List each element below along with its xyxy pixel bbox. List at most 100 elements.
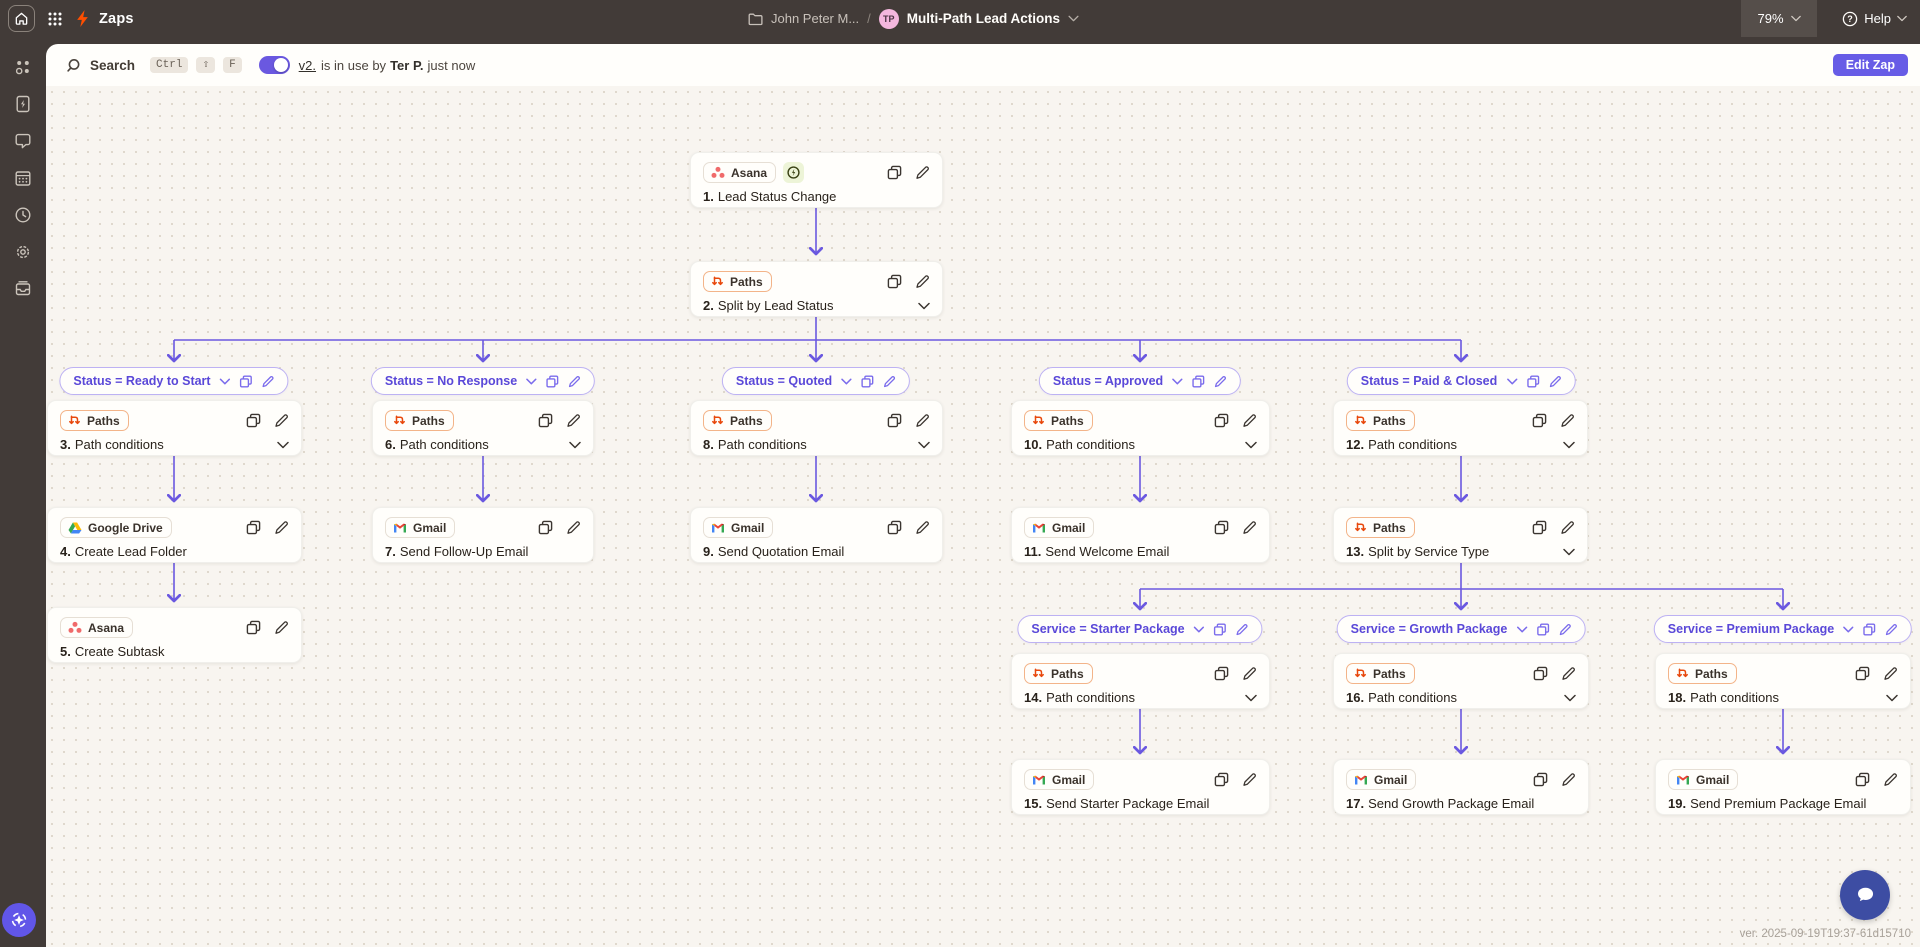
duplicate-icon[interactable]: [861, 375, 874, 388]
zoom-control[interactable]: 79%: [1741, 0, 1817, 37]
path-pill-ready-to-start[interactable]: Status = Ready to Start: [59, 367, 289, 395]
node-3[interactable]: Paths 3. Path conditions: [47, 400, 302, 456]
edit-icon[interactable]: [915, 274, 930, 289]
path-pill-starter-package[interactable]: Service = Starter Package: [1017, 615, 1263, 643]
node-12[interactable]: Paths 12. Path conditions: [1333, 400, 1588, 456]
chevron-down-icon[interactable]: [918, 302, 930, 310]
duplicate-icon[interactable]: [1533, 772, 1548, 787]
chat-bubble-icon[interactable]: [14, 132, 32, 150]
node-13[interactable]: Paths 13. Split by Service Type: [1333, 507, 1588, 563]
edit-icon[interactable]: [1242, 413, 1257, 428]
chevron-down-icon[interactable]: [1245, 441, 1257, 449]
path-pill-no-response[interactable]: Status = No Response: [370, 367, 596, 395]
node-19[interactable]: Gmail 19. Send Premium Package Email: [1655, 759, 1911, 815]
chevron-down-icon[interactable]: [1564, 694, 1576, 702]
chevron-down-icon[interactable]: [918, 441, 930, 449]
path-pill-premium-package[interactable]: Service = Premium Package: [1653, 615, 1913, 643]
duplicate-icon[interactable]: [1532, 520, 1547, 535]
path-pill-quoted[interactable]: Status = Quoted: [721, 367, 911, 395]
chevron-down-icon[interactable]: [1563, 548, 1575, 556]
chevron-down-icon[interactable]: [569, 441, 581, 449]
edit-icon[interactable]: [1883, 772, 1898, 787]
zap-title[interactable]: Multi-Path Lead Actions: [906, 11, 1061, 26]
duplicate-icon[interactable]: [1855, 772, 1870, 787]
duplicate-icon[interactable]: [1532, 413, 1547, 428]
version-link[interactable]: v2.: [298, 57, 317, 73]
search-icon[interactable]: [66, 58, 81, 73]
edit-icon[interactable]: [1561, 666, 1576, 681]
path-pill-approved[interactable]: Status = Approved: [1038, 367, 1242, 395]
duplicate-icon[interactable]: [246, 520, 261, 535]
chevron-down-icon[interactable]: [1843, 626, 1854, 633]
duplicate-icon[interactable]: [1526, 375, 1539, 388]
duplicate-icon[interactable]: [1863, 623, 1876, 636]
edit-icon[interactable]: [274, 520, 289, 535]
chevron-down-icon[interactable]: [1245, 694, 1257, 702]
edit-icon[interactable]: [883, 375, 896, 388]
duplicate-icon[interactable]: [246, 413, 261, 428]
chevron-down-icon[interactable]: [1886, 694, 1898, 702]
duplicate-icon[interactable]: [887, 165, 902, 180]
chevron-down-icon[interactable]: [277, 441, 289, 449]
breadcrumb-folder[interactable]: John Peter M...: [771, 11, 860, 26]
chevron-down-icon[interactable]: [1068, 15, 1079, 22]
duplicate-icon[interactable]: [887, 413, 902, 428]
canvas[interactable]: [46, 86, 1920, 947]
duplicate-icon[interactable]: [1214, 772, 1229, 787]
duplicate-icon[interactable]: [1192, 375, 1205, 388]
edit-icon[interactable]: [1883, 666, 1898, 681]
node-18[interactable]: Paths 18. Path conditions: [1655, 653, 1911, 709]
settings-gear-icon[interactable]: [14, 243, 32, 261]
duplicate-icon[interactable]: [1533, 666, 1548, 681]
node-8[interactable]: Paths 8. Path conditions: [690, 400, 943, 456]
duplicate-icon[interactable]: [538, 413, 553, 428]
duplicate-icon[interactable]: [240, 375, 253, 388]
node-11[interactable]: Gmail 11. Send Welcome Email: [1011, 507, 1270, 563]
chevron-down-icon[interactable]: [1172, 378, 1183, 385]
node-9[interactable]: Gmail 9. Send Quotation Email: [690, 507, 943, 563]
node-5[interactable]: Asana 5. Create Subtask: [47, 607, 302, 663]
path-pill-growth-package[interactable]: Service = Growth Package: [1336, 615, 1586, 643]
edit-icon[interactable]: [1560, 413, 1575, 428]
edit-icon[interactable]: [262, 375, 275, 388]
zap-document-icon[interactable]: [14, 95, 32, 113]
copilot-button[interactable]: [2, 903, 36, 937]
duplicate-icon[interactable]: [538, 520, 553, 535]
edit-icon[interactable]: [915, 520, 930, 535]
node-7[interactable]: Gmail 7. Send Follow-Up Email: [372, 507, 594, 563]
edit-icon[interactable]: [915, 165, 930, 180]
edit-icon[interactable]: [1236, 623, 1249, 636]
edit-icon[interactable]: [915, 413, 930, 428]
edit-icon[interactable]: [274, 620, 289, 635]
node-4[interactable]: Google Drive 4. Create Lead Folder: [47, 507, 302, 563]
edit-zap-button[interactable]: Edit Zap: [1832, 54, 1908, 76]
edit-icon[interactable]: [1561, 772, 1576, 787]
duplicate-icon[interactable]: [1536, 623, 1549, 636]
chevron-down-icon[interactable]: [1563, 441, 1575, 449]
node-17[interactable]: Gmail 17. Send Growth Package Email: [1333, 759, 1589, 815]
edit-icon[interactable]: [1885, 623, 1898, 636]
edit-icon[interactable]: [566, 413, 581, 428]
edit-icon[interactable]: [274, 413, 289, 428]
edit-icon[interactable]: [566, 520, 581, 535]
chevron-down-icon[interactable]: [841, 378, 852, 385]
duplicate-icon[interactable]: [1214, 413, 1229, 428]
home-button[interactable]: [8, 5, 35, 32]
chat-widget-button[interactable]: [1840, 870, 1890, 920]
node-15[interactable]: Gmail 15. Send Starter Package Email: [1011, 759, 1270, 815]
node-16[interactable]: Paths 16. Path conditions: [1333, 653, 1589, 709]
chevron-down-icon[interactable]: [1193, 626, 1205, 633]
edit-icon[interactable]: [1560, 520, 1575, 535]
node-10[interactable]: Paths 10. Path conditions: [1011, 400, 1270, 456]
edit-icon[interactable]: [568, 375, 581, 388]
chevron-down-icon[interactable]: [219, 378, 231, 385]
duplicate-icon[interactable]: [887, 520, 902, 535]
node-2[interactable]: Paths 2. Split by Lead Status: [690, 261, 943, 317]
version-toggle[interactable]: [258, 56, 290, 74]
path-pill-paid-closed[interactable]: Status = Paid & Closed: [1346, 367, 1576, 395]
search-label[interactable]: Search: [90, 57, 136, 73]
duplicate-icon[interactable]: [1214, 666, 1229, 681]
duplicate-icon[interactable]: [546, 375, 559, 388]
duplicate-icon[interactable]: [887, 274, 902, 289]
chevron-down-icon[interactable]: [1516, 626, 1527, 633]
